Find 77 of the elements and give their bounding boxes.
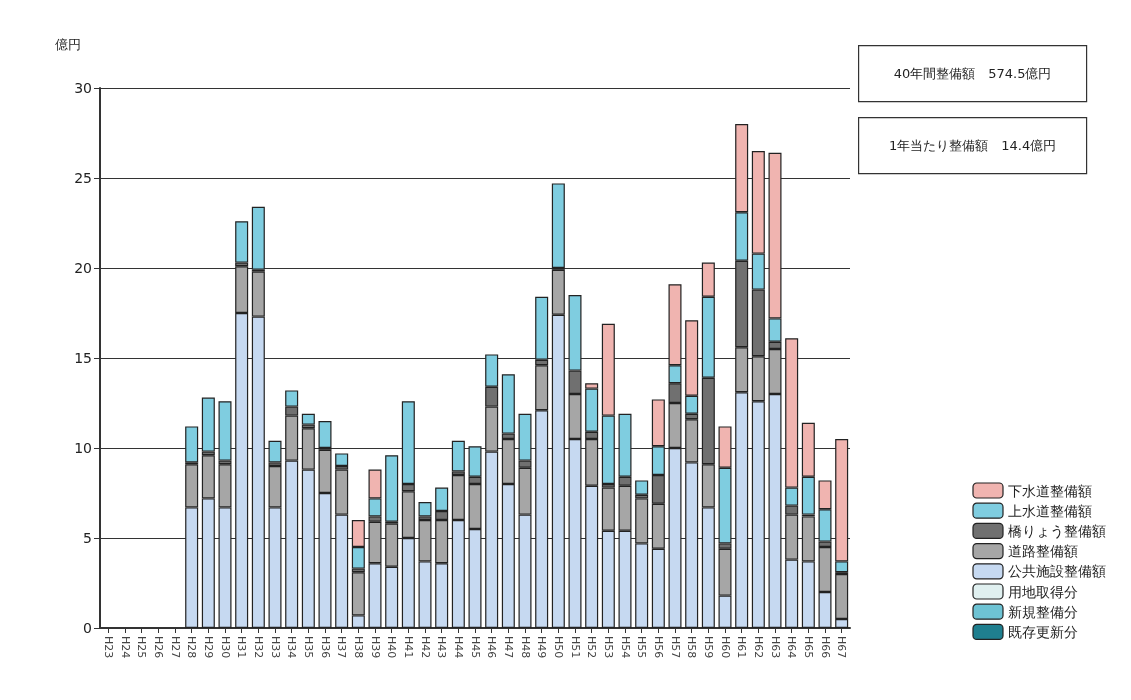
legend-label: 下水道整備額 [1008,482,1092,499]
y-tick-label: 30 [74,80,92,96]
x-tick-label: H47 [501,636,515,659]
x-tick-label: H58 [685,636,699,659]
x-tick-label: H59 [701,636,715,659]
bar [635,480,649,495]
x-tick-label: H49 [535,636,549,659]
legend-label: 既存更新分 [1008,623,1078,640]
x-tick-label: H33 [268,636,282,659]
x-tick-label: H45 [468,636,482,659]
bar [318,421,332,448]
y-tick-label: 10 [74,440,92,456]
bar [251,206,265,270]
legend-label: 公共施設整備額 [1008,563,1106,580]
x-tick-label: H39 [368,636,382,659]
y-tick-label: 0 [83,620,92,636]
x-tick-label: H65 [801,636,815,659]
legend-label: 道路整備額 [1008,543,1078,560]
x-tick-label: H35 [301,636,315,659]
x-tick-label: H25 [135,636,149,659]
legend-label: 橋りょう整備額 [1008,522,1106,539]
x-tick-label: H42 [418,636,432,659]
x-tick-label: H34 [285,636,299,659]
x-tick-label: H27 [168,636,182,659]
x-tick-label: H48 [518,636,532,659]
bar [418,502,432,517]
x-tick-label: H31 [235,636,249,659]
bar [551,183,565,268]
text: 1年当たり整備額 14.4億円 [888,138,1057,154]
x-tick-label: H23 [101,636,115,659]
y-axis-title: 億円 [55,37,81,52]
x-tick-label: H53 [601,636,615,659]
x-tick-label: H38 [351,636,365,659]
legend-label: 上水道整備額 [1008,502,1092,519]
x-tick-label: H41 [401,636,415,659]
bar [185,426,199,463]
x-tick-label: H28 [185,636,199,659]
bar [385,455,399,522]
x-tick-label: H26 [151,636,165,659]
legend-label: 用地取得分 [1008,583,1078,600]
x-tick-label: H52 [585,636,599,659]
x-tick-label: H60 [718,636,732,659]
x-tick-label: H37 [335,636,349,659]
bar [218,401,232,461]
x-tick-label: H55 [635,636,649,659]
bar [235,221,249,263]
x-tick-label: H61 [735,636,749,659]
x-tick-label: H30 [218,636,232,659]
x-tick-label: H57 [668,636,682,659]
x-tick-label: H36 [318,636,332,659]
x-tick-label: H24 [118,636,132,659]
x-tick-label: H63 [768,636,782,659]
x-tick-label: H66 [818,636,832,659]
x-tick-label: H64 [785,636,799,659]
legend-label: 新規整備分 [1008,603,1078,620]
bar [268,440,282,463]
y-tick-label: 20 [74,260,92,276]
x-tick-label: H56 [651,636,665,659]
bar [451,440,465,472]
x-tick-label: H29 [201,636,215,659]
x-tick-label: H46 [485,636,499,659]
x-tick-label: H62 [751,636,765,659]
x-tick-label: H43 [435,636,449,659]
bar [335,453,349,466]
x-tick-label: H44 [451,636,465,659]
x-tick-label: H51 [568,636,582,659]
y-tick-label: 15 [74,350,92,366]
y-tick-label: 25 [74,170,92,186]
x-tick-label: H50 [551,636,565,659]
x-tick-label: H40 [385,636,399,659]
bar [301,413,315,425]
x-tick-label: H32 [251,636,265,659]
y-tick-label: 5 [83,530,92,546]
text: 40年間整備額 574.5億円 [893,66,1052,82]
x-tick-label: H54 [618,636,632,659]
bar [201,397,215,452]
x-tick-label: H67 [835,636,849,659]
